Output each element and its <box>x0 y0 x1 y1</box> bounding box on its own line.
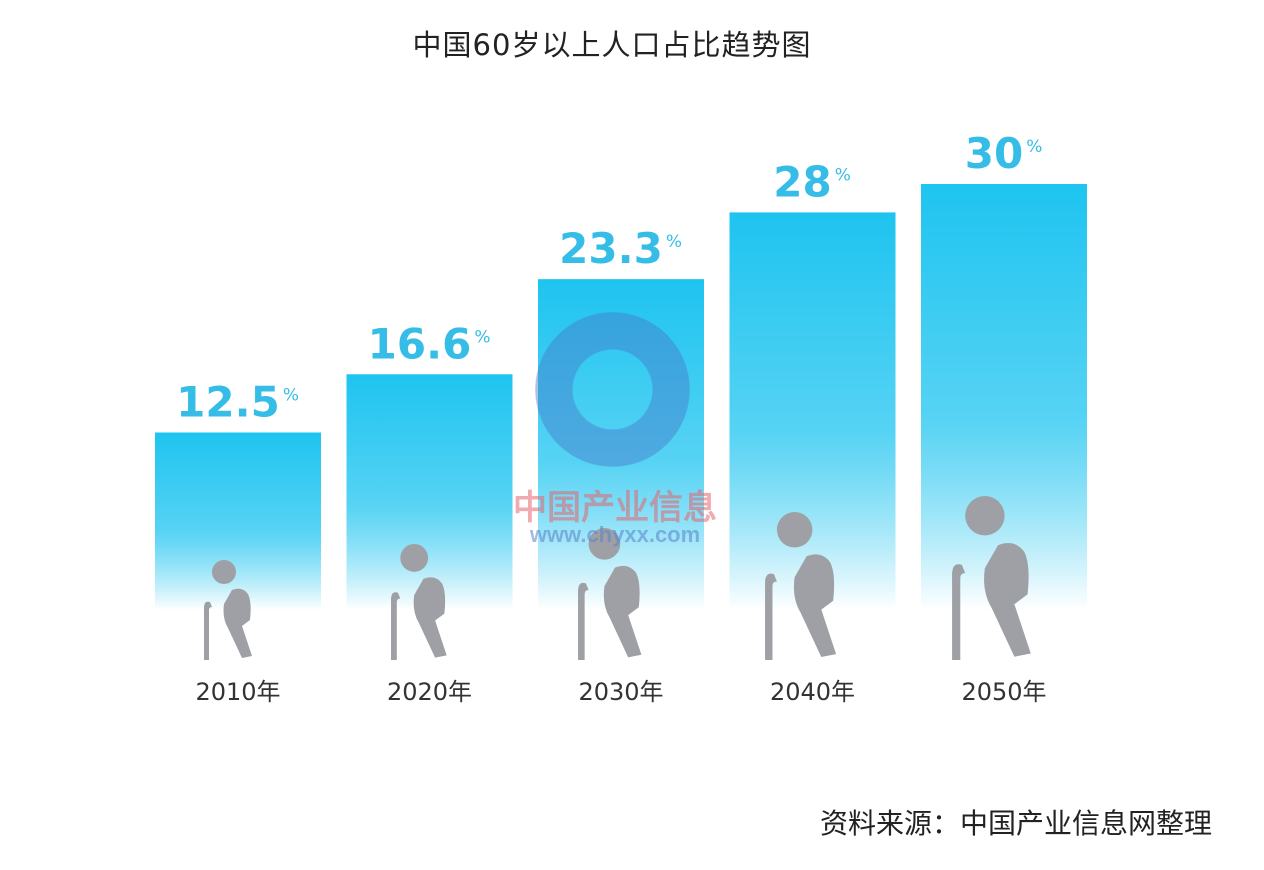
value-unit: % <box>666 232 682 252</box>
value-label: 12.5 <box>176 378 280 427</box>
category-label: 2020年 <box>387 678 472 706</box>
value-label: 16.6 <box>368 319 472 368</box>
value-label: 23.3 <box>559 224 663 273</box>
watermark-name: 中国产业信息 <box>513 488 717 528</box>
elderly-person-icon <box>952 496 1031 660</box>
bar-1 <box>155 432 321 610</box>
elderly-person-icon <box>765 512 837 660</box>
bar-3 <box>538 279 704 610</box>
bar-2 <box>346 374 513 610</box>
source-note: 资料来源：中国产业信息网整理 <box>819 807 1212 840</box>
chart-title: 中国60岁以上人口占比趋势图 <box>412 28 812 62</box>
value-label: 30 <box>965 129 1023 178</box>
watermark-url: www.chyxx.com <box>529 522 701 547</box>
category-label: 2030年 <box>578 678 663 706</box>
value-unit: % <box>835 165 851 185</box>
bar-4 <box>729 212 896 610</box>
category-label: 2040年 <box>770 678 855 706</box>
elderly-person-icon <box>204 560 252 660</box>
value-unit: % <box>283 386 299 406</box>
elderly-person-icon <box>578 528 642 660</box>
category-label: 2010年 <box>195 678 280 706</box>
bar-5 <box>921 184 1087 610</box>
elderly-person-icon <box>391 544 447 660</box>
category-label: 2050年 <box>961 678 1046 706</box>
value-unit: % <box>1026 137 1042 157</box>
value-label: 28 <box>773 157 831 206</box>
value-unit: % <box>474 327 490 347</box>
